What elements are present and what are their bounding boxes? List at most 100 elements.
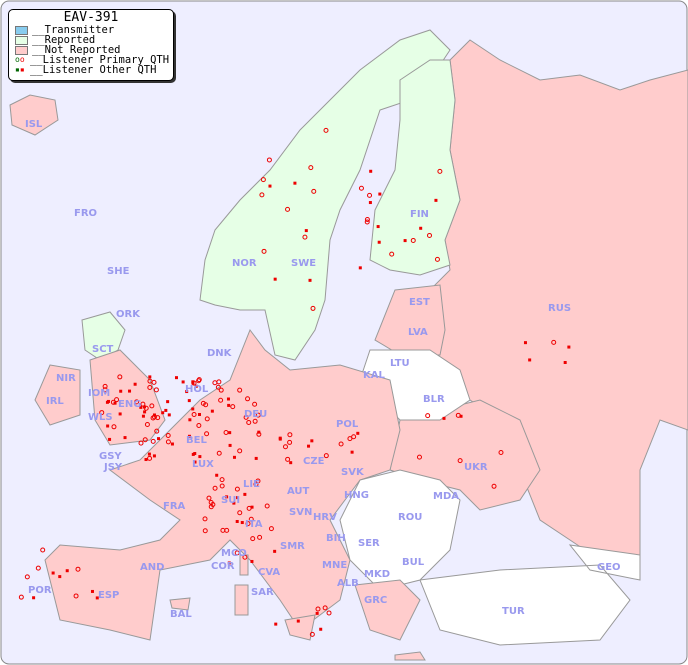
listener-primary-marker — [245, 396, 251, 402]
listener-other-marker — [133, 382, 137, 386]
listener-other-marker — [187, 434, 191, 438]
listener-other-marker — [32, 596, 36, 600]
listener-primary-marker — [234, 486, 240, 492]
listener-other-marker — [227, 561, 231, 565]
legend-label: __Reported — [32, 34, 96, 46]
listener-primary-marker — [434, 256, 440, 262]
listener-other-marker — [167, 413, 171, 417]
listener-other-marker — [240, 521, 244, 525]
listener-primary-marker — [389, 251, 395, 257]
listener-other-marker — [166, 400, 170, 404]
country-label-lux: LUX — [192, 459, 214, 470]
listener-other-marker — [148, 375, 152, 379]
listener-primary-marker — [351, 434, 357, 440]
country-label-kal: KAL — [363, 370, 385, 381]
listener-primary-marker — [202, 528, 208, 534]
listener-primary-marker — [491, 483, 497, 489]
country-label-gsy: GSY — [99, 451, 122, 462]
listener-primary-marker — [364, 219, 370, 225]
listener-other-marker — [378, 192, 382, 196]
listener-primary-marker — [24, 574, 30, 580]
legend-label: __Not Reported — [32, 44, 121, 56]
listener-other-marker — [296, 619, 300, 623]
listener-other-marker — [51, 571, 55, 575]
listener-primary-marker — [498, 449, 504, 455]
listener-primary-marker — [191, 412, 197, 418]
country-label-swe: SWE — [291, 258, 316, 269]
listener-primary-marker — [242, 554, 248, 560]
listener-primary-marker — [310, 305, 316, 311]
listener-other-marker — [147, 452, 151, 456]
country-west — [34, 328, 401, 641]
country-label-and: AND — [140, 562, 164, 573]
listener-primary-marker — [268, 526, 274, 532]
listener-primary-marker — [230, 404, 236, 410]
country-label-grc: GRC — [364, 595, 387, 606]
listener-primary-marker — [264, 503, 270, 509]
listener-other-marker — [198, 455, 202, 459]
listener-other-marker — [210, 409, 214, 413]
country-label-lie: LIE — [243, 479, 260, 490]
listener-primary-marker — [134, 399, 140, 405]
country-label-sui: SUI — [221, 495, 240, 506]
listener-primary-marker — [252, 418, 258, 424]
country-isl — [9, 94, 59, 136]
listener-other-marker — [123, 436, 127, 440]
listener-primary-marker — [237, 448, 243, 454]
listener-primary-marker — [165, 432, 171, 438]
listener-other-marker — [308, 278, 312, 282]
listener-other-marker — [187, 399, 191, 403]
listener-primary-marker — [308, 165, 314, 171]
listener-primary-marker — [102, 383, 108, 389]
listener-primary-marker — [138, 440, 144, 446]
listener-other-marker — [142, 405, 146, 409]
listener-other-marker — [235, 519, 239, 523]
listener-primary-marker — [220, 527, 226, 533]
country-label-deu: DEU — [244, 409, 267, 420]
listener-primary-marker — [114, 397, 120, 403]
listener-other-marker — [118, 412, 122, 416]
listener-primary-marker — [219, 483, 225, 489]
listener-primary-marker — [427, 232, 433, 238]
transmitter-swatch — [15, 25, 28, 35]
listener-primary-marker — [237, 387, 243, 393]
listener-other-marker — [273, 277, 277, 281]
country-label-dnk: DNK — [207, 348, 233, 359]
listener-other-marker — [442, 416, 446, 420]
legend-not-reported: __Not Reported — [9, 45, 173, 55]
listener-primary-marker — [18, 594, 24, 600]
country-label-bal: BAL — [170, 609, 192, 620]
country-label-jsy: JSY — [103, 462, 123, 473]
listener-primary-marker — [455, 412, 461, 418]
country-label-ork: ORK — [116, 309, 141, 320]
country-label-fin: FIN — [410, 209, 429, 220]
listener-other-marker — [369, 169, 373, 173]
country-label-nir: NIR — [56, 373, 76, 384]
country-label-cva: CVA — [258, 567, 280, 578]
listener-other-marker — [376, 225, 380, 229]
legend-reported: __Reported — [9, 35, 173, 45]
listener-other-marker — [152, 454, 156, 458]
not-reported-swatch — [15, 45, 28, 55]
listener-other-marker — [250, 559, 254, 563]
listener-primary-marker — [35, 565, 41, 571]
listener-other-marker — [197, 412, 201, 416]
listener-primary-marker — [266, 157, 272, 163]
listener-other-marker — [289, 461, 293, 465]
listener-other-marker — [232, 501, 236, 505]
islands — [169, 554, 316, 641]
country-label-bih: BIH — [326, 533, 346, 544]
listener-primary-marker — [237, 510, 243, 516]
country-label-por: POR — [28, 585, 52, 596]
country-label-pol: POL — [336, 419, 359, 430]
country-label-tur: TUR — [502, 606, 525, 617]
listener-other-marker — [106, 399, 110, 403]
country-label-aut: AUT — [287, 486, 310, 497]
listener-primary-marker — [117, 374, 123, 380]
legend-primary-qth: oo __Listener Primary QTH — [9, 55, 173, 66]
listener-primary-marker — [437, 168, 443, 174]
country-label-fro: FRO — [74, 208, 97, 219]
country-label-wls: WLS — [88, 412, 113, 423]
legend: EAV-391 __Transmitter __Reported __Not R… — [8, 9, 174, 81]
listener-other-marker — [459, 414, 463, 418]
